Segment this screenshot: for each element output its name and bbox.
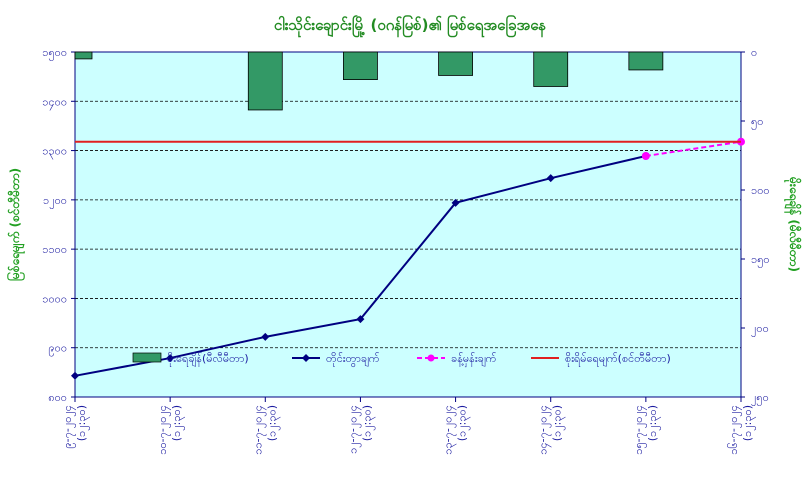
- forecast-line: [645, 140, 742, 157]
- plot-area: [75, 52, 741, 397]
- left-tick-label: ၁၂၀၀: [43, 194, 67, 209]
- measured-point: [546, 174, 555, 183]
- measured-point: [166, 354, 175, 363]
- plot-frame: [74, 51, 742, 398]
- legend-label: ခန့်မှန်းချက်: [451, 352, 497, 367]
- x-tick-label: ၁၁-၇-၂၀၂၄(၁၂:၃၀): [251, 405, 280, 455]
- right-tick-label: ၅၀: [751, 115, 763, 130]
- rainfall-bar: [247, 51, 283, 111]
- legend-marker-forecast: [427, 354, 435, 362]
- right-axis-label: မိုးရေချိန် (မီလီမီတာ): [783, 176, 803, 272]
- left-tick-label: ၈၀၀: [48, 391, 67, 404]
- x-tick-label: ၁၀-၇-၂၀၂၄(၁၂:၃၀): [156, 405, 185, 455]
- rainfall-bar: [74, 51, 93, 60]
- right-tick-label: ၂၀၀: [751, 322, 769, 337]
- x-tick-label: ၁၃-၇-၂၀၂၄(၁၂:၃၀): [442, 405, 471, 455]
- measured-point: [451, 198, 460, 207]
- x-tick-label: ၁၆-၇-၂၀၂၄(၁၂:၃၀): [727, 405, 756, 455]
- legend-label: တိုင်းတွာချက်: [326, 352, 380, 367]
- left-tick-label: ၉၀၀: [48, 342, 67, 357]
- x-tick-label: ၁၄-၇-၂၀၂၄(၁၂:၃၀): [537, 405, 566, 455]
- left-tick-label: ၁၁၀၀: [42, 243, 67, 256]
- legend-swatch-rainfall: [132, 352, 162, 363]
- right-tick-label: ၀: [751, 46, 757, 59]
- measured-point: [356, 315, 365, 324]
- left-tick-label: ၁၅၀၀: [42, 46, 67, 61]
- chart-title: ငါးသိုင်းချောင်းမြို့ (ဝဂန်မြစ်)၏ မြစ်ရေ…: [274, 14, 547, 38]
- left-tick-label: ၁၃၀၀: [42, 145, 67, 160]
- measured-point: [71, 371, 79, 380]
- left-tick-label: ၁၀၀၀: [42, 292, 67, 305]
- right-tick-label: ၁၅၀: [751, 253, 770, 268]
- right-tick-label: ၁၀၀: [751, 184, 770, 197]
- forecast-point: [641, 151, 650, 160]
- rainfall-bar: [533, 51, 569, 87]
- measured-point: [261, 332, 270, 341]
- x-tick-label: ၁၅-၇-၂၀၂၄(၁၂:၃၀): [632, 405, 661, 455]
- right-tick-label: ၂၅၀: [751, 391, 769, 406]
- legend-label: မိုးရေချိန်(မီလီမီတာ): [167, 352, 249, 367]
- x-tick-label: ၁၂-၇-၂၀၂၄(၁၂:၃၀): [346, 405, 375, 454]
- legend-marker-measured: [302, 354, 310, 362]
- x-tick-label: ၉-၇-၂၀၂၄(၁၂:၃၀): [61, 405, 90, 449]
- legend-label: စိုးရိမ်ရေမျက်(စင်တီမီတာ): [565, 352, 671, 367]
- rainfall-bar: [438, 51, 473, 76]
- rainfall-bar: [628, 51, 664, 71]
- left-tick-label: ၁၄၀၀: [42, 95, 67, 110]
- rainfall-bar: [343, 51, 378, 81]
- left-axis-label: မြစ်ရေမျက် (စင်တီမီတာ): [5, 168, 26, 281]
